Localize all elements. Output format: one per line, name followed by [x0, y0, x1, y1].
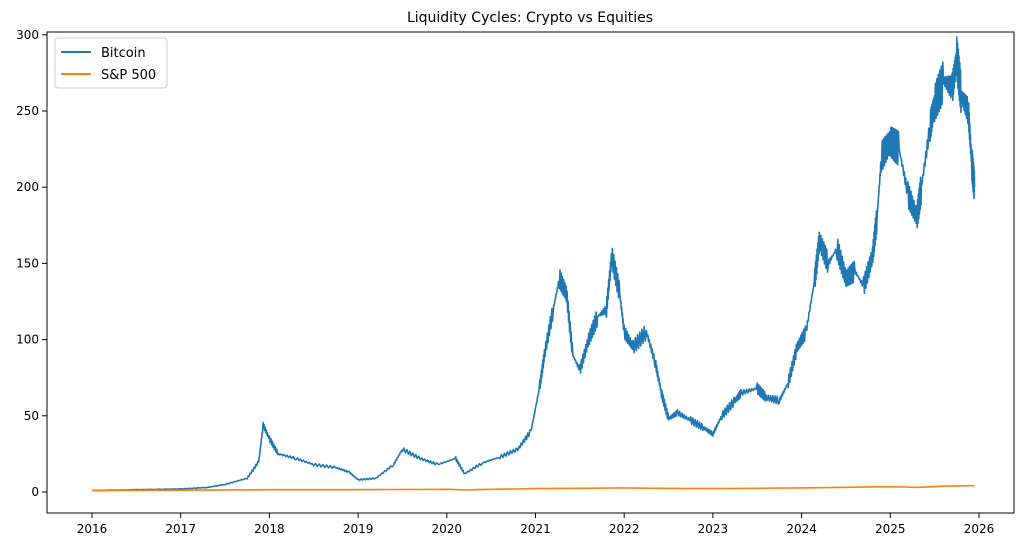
legend-label-sp500: S&P 500 [101, 68, 156, 83]
y-tick-label: 0 [31, 485, 39, 499]
legend-label-bitcoin: Bitcoin [101, 46, 146, 61]
x-tick-label: 2024 [786, 522, 817, 536]
x-tick-label: 2020 [432, 522, 463, 536]
y-tick-label: 300 [16, 28, 39, 42]
x-tick-label: 2021 [520, 522, 551, 536]
x-tick-label: 2022 [609, 522, 640, 536]
x-tick-label: 2023 [698, 522, 729, 536]
y-tick-label: 250 [16, 104, 39, 118]
plot-area [46, 31, 1015, 514]
series-line-sp500 [91, 484, 975, 492]
x-tick-label: 2025 [875, 522, 906, 536]
legend-box [54, 37, 168, 89]
legend: Bitcoin S&P 500 [54, 37, 168, 89]
x-tick-label: 2018 [254, 522, 285, 536]
x-tick-label: 2016 [77, 522, 108, 536]
y-tick-label: 100 [16, 333, 39, 347]
x-tick-label: 2026 [964, 522, 995, 536]
x-tick-label: 2019 [343, 522, 374, 536]
y-tick-label: 150 [16, 256, 39, 270]
series-line-bitcoin [91, 36, 976, 492]
y-tick-label: 50 [24, 409, 39, 423]
y-tick-label: 200 [16, 180, 39, 194]
x-tick-label: 2017 [165, 522, 196, 536]
chart-title: Liquidity Cycles: Crypto vs Equities [407, 10, 653, 26]
